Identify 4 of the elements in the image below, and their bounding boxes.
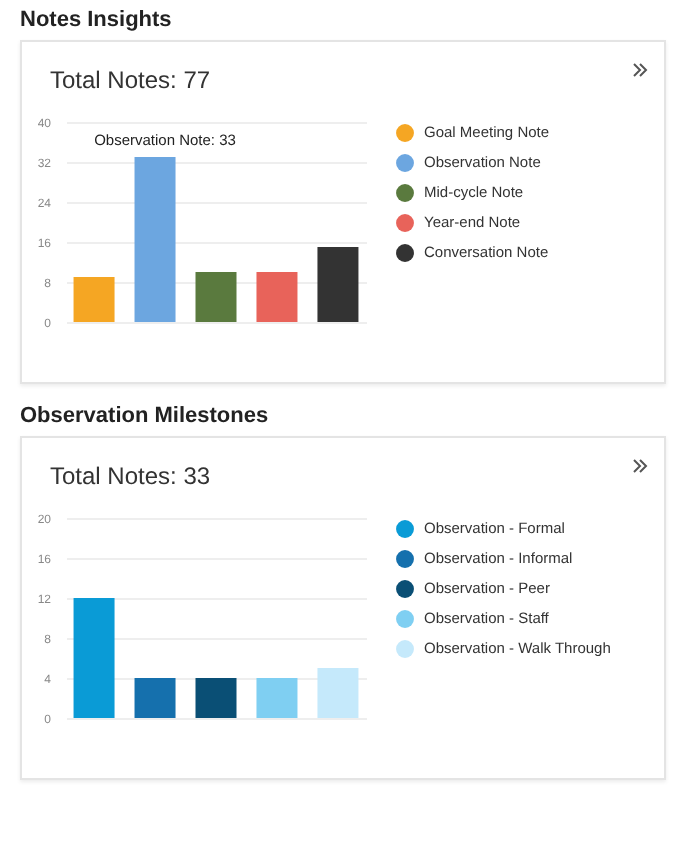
chart-subtitle: Total Notes: 77 <box>50 66 211 94</box>
chart-title: Notes Insights <box>20 8 174 32</box>
chart-subtitle: Total Notes: 33 <box>50 462 211 490</box>
chart-title: Observation Milestones <box>20 404 271 428</box>
